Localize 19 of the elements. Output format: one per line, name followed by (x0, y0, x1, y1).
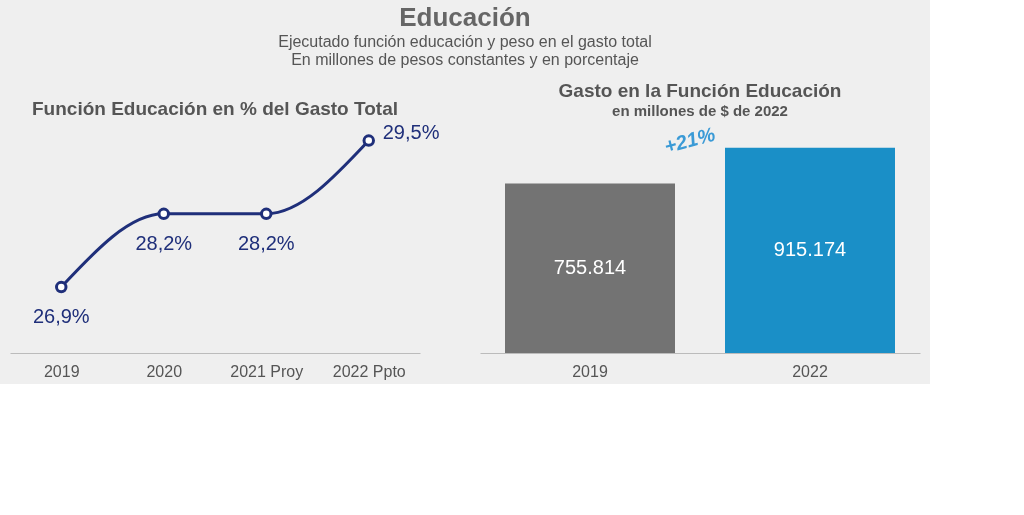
x-tick-label: 2021 Proy (230, 362, 304, 380)
x-tick-label: 2019 (43, 362, 80, 380)
data-label: 28,2% (237, 231, 295, 254)
chart-title: Gasto en la Función Educación (558, 80, 842, 101)
x-tick-label: 2020 (146, 362, 183, 380)
text: En millones de pesos constantes y en porcentaje (291, 51, 639, 68)
data-label: 29,5% (382, 120, 440, 143)
annotation: +21% (661, 122, 718, 158)
data-label: 915.174 (773, 238, 847, 261)
x-tick-label: 2022 (792, 362, 828, 380)
data-label: 755.814 (553, 256, 627, 279)
chart-subtitle: en millones de $ de 2022 (612, 102, 788, 119)
x-tick-label: 2022 Ppto (332, 362, 406, 380)
x-tick-label: 2019 (572, 362, 608, 380)
data-label: 26,9% (32, 305, 90, 328)
data-label: 28,2% (135, 231, 193, 254)
chart-title: Función Educación en % del Gasto Total (32, 97, 398, 119)
text: Ejecutado función educación y peso en el gasto total (278, 33, 652, 50)
text: Educación (399, 2, 531, 32)
